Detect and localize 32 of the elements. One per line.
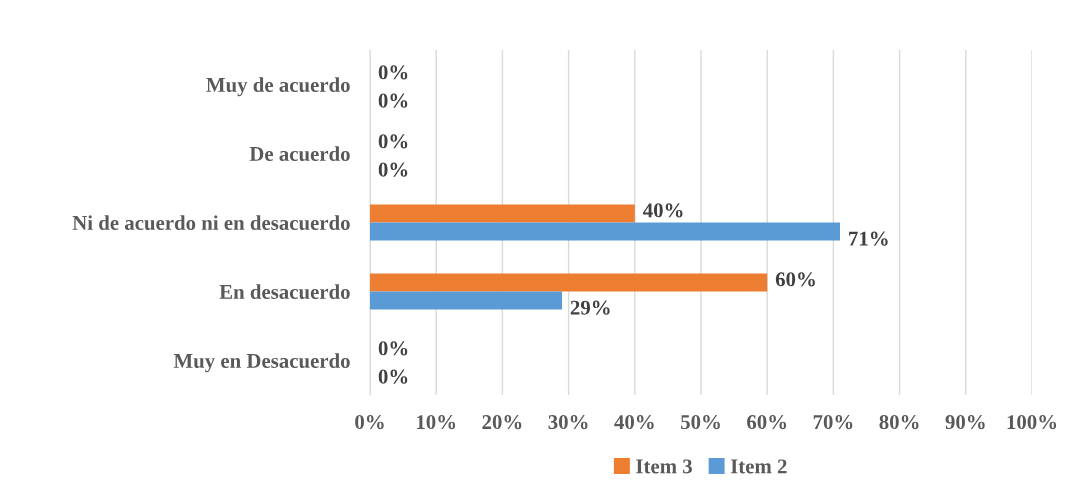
data-label: 29% xyxy=(570,300,610,315)
x-tick-label: 90% xyxy=(945,415,985,430)
data-label: 0% xyxy=(378,369,408,384)
bar xyxy=(370,273,768,292)
x-tick-label: 100% xyxy=(1007,415,1057,430)
y-tick-label: De acuerdo xyxy=(249,146,350,161)
x-tick-label: 10% xyxy=(417,415,456,430)
legend-label: Item 2 xyxy=(730,459,787,474)
x-tick-label: 20% xyxy=(482,415,522,430)
x-tick-label: 60% xyxy=(747,415,787,430)
x-tick-label: 70% xyxy=(813,415,853,430)
data-label: 0% xyxy=(378,134,408,149)
data-label: 0% xyxy=(378,162,408,177)
y-tick-label: Muy de acuerdo xyxy=(206,77,350,97)
data-label: 0% xyxy=(378,65,408,80)
y-tick-label: Muy en Desacuerdo xyxy=(173,353,350,373)
data-label: 0% xyxy=(378,341,408,356)
data-label: 60% xyxy=(775,272,815,287)
bar xyxy=(370,291,562,310)
x-tick-label: 30% xyxy=(548,415,588,430)
bar xyxy=(370,204,635,223)
x-tick-label: 80% xyxy=(879,415,919,430)
data-label: 40% xyxy=(643,203,683,218)
data-label: 0% xyxy=(378,93,408,108)
bar xyxy=(370,222,841,241)
y-tick-label: Ni de acuerdo ni en desacuerdo xyxy=(72,215,350,230)
x-tick-label: 0% xyxy=(355,415,384,430)
y-tick-label: En desacuerdo xyxy=(219,284,350,299)
x-tick-label: 50% xyxy=(681,415,720,430)
legend-label: Item 3 xyxy=(636,459,692,474)
x-tick-label: 40% xyxy=(614,415,654,430)
data-label: 71% xyxy=(849,231,888,246)
